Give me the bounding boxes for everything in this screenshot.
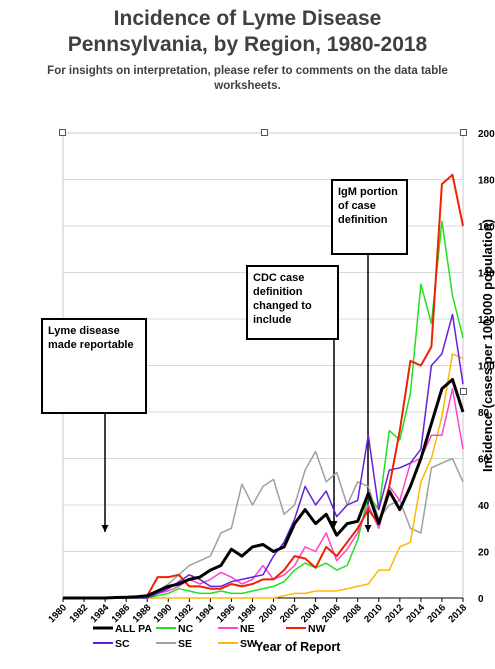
y-tick-label: 120 [478, 315, 495, 326]
x-tick-label: 1992 [173, 602, 196, 625]
x-tick-label: 1994 [194, 602, 217, 625]
x-tick-label: 2006 [320, 602, 343, 625]
chart-title: Incidence of Lyme Disease Pennsylvania, … [0, 6, 495, 58]
y-tick-label: 140 [478, 269, 495, 280]
y-tick-label: 40 [478, 501, 490, 512]
arrow-head [330, 521, 338, 528]
x-tick-label: 2012 [383, 602, 406, 625]
x-tick-label: 1986 [110, 602, 133, 625]
x-tick-label: 1996 [215, 602, 238, 625]
frame-handle[interactable] [460, 129, 467, 136]
x-axis-label: Year of Report [255, 640, 341, 654]
legend-label: NC [178, 623, 194, 635]
x-tick-label: 1982 [67, 602, 90, 625]
legend-label: NE [240, 623, 255, 635]
y-tick-label: 80 [478, 408, 490, 419]
x-tick-label: 1998 [236, 602, 259, 625]
title-line-2: Pennsylvania, by Region, 1980-2018 [67, 33, 428, 56]
y-tick-label: 60 [478, 455, 490, 466]
annotation-cdc-definition: CDC case definition changed to include [246, 265, 339, 340]
y-axis-label: Incidence (cases per 100,000 population) [480, 219, 495, 472]
legend-label: SC [115, 638, 130, 650]
x-tick-label: 2008 [341, 602, 364, 625]
title-line-1: Incidence of Lyme Disease [113, 7, 382, 30]
annotation-igm: IgM portion of case definition [331, 179, 408, 255]
y-tick-label: 200 [478, 129, 495, 140]
y-tick-label: 0 [478, 594, 484, 605]
x-tick-label: 1980 [46, 602, 69, 625]
annotation-reportable: Lyme disease made reportable [41, 318, 147, 414]
y-tick-label: 100 [478, 362, 495, 373]
x-tick-label: 2016 [425, 602, 448, 625]
x-tick-label: 2004 [299, 602, 322, 625]
x-tick-label: 1984 [88, 602, 111, 625]
x-tick-label: 1990 [152, 602, 175, 625]
frame-handle[interactable] [59, 129, 66, 136]
arrow-head [101, 525, 109, 532]
x-tick-label: 2014 [404, 602, 427, 625]
frame-handle[interactable] [460, 388, 467, 395]
legend-label: ALL PA [115, 623, 152, 635]
legend-label: NW [308, 623, 326, 635]
series-line-all-pa [63, 378, 465, 600]
legend-label: SW [240, 638, 257, 650]
legend-label: SE [178, 638, 192, 650]
y-tick-label: 20 [478, 548, 490, 559]
x-tick-label: 1988 [131, 602, 154, 625]
arrow-head [364, 525, 372, 532]
chart-subtitle: For insights on interpretation, please r… [47, 65, 448, 92]
x-tick-label: 2010 [362, 602, 385, 625]
x-tick-label: 2002 [278, 602, 301, 625]
x-tick-label: 2000 [257, 602, 280, 625]
y-tick-label: 180 [478, 176, 495, 187]
y-tick-label: 160 [478, 222, 495, 233]
frame-handle[interactable] [261, 129, 268, 136]
x-tick-label: 2018 [446, 602, 469, 625]
